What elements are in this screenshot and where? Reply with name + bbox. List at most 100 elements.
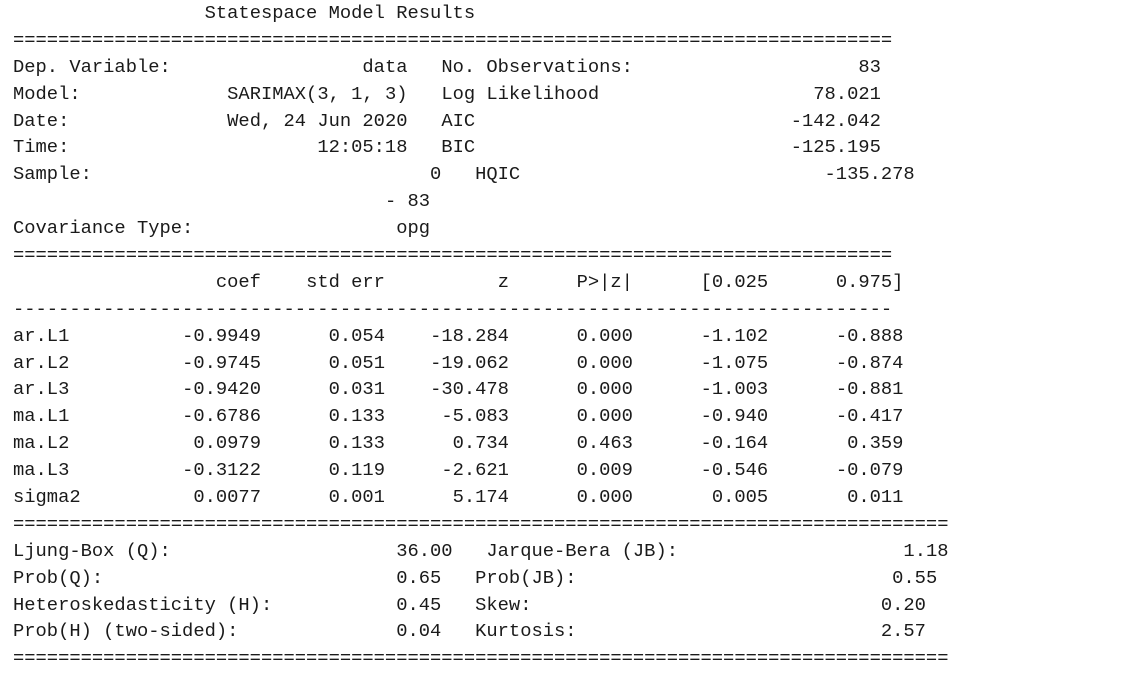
spacer	[633, 325, 701, 347]
cell: -0.881	[835, 378, 904, 401]
spacer	[768, 486, 847, 508]
cell: 0.133	[328, 432, 385, 455]
spacer	[633, 378, 701, 400]
info-label: AIC	[441, 109, 476, 132]
spacer	[103, 567, 396, 589]
info-label: Dep. Variable:	[13, 55, 171, 78]
cell: -0.9949	[182, 324, 261, 347]
info-row-6: Covariance Type: opg	[13, 215, 949, 242]
spacer	[261, 325, 329, 347]
info-row-2: Date: Wed, 24 Jun 2020 AIC -142.042	[13, 108, 949, 135]
spacer	[171, 540, 396, 562]
spacer	[633, 56, 858, 78]
spacer	[509, 459, 577, 481]
cell: -0.874	[835, 351, 904, 374]
spacer	[69, 378, 182, 400]
info-row-5: - 83	[13, 188, 949, 215]
diag-label: Prob(H) (two-sided):	[13, 620, 239, 643]
spacer	[13, 271, 216, 293]
spacer	[261, 432, 329, 454]
spacer	[385, 459, 441, 481]
spacer	[261, 405, 329, 427]
spacer	[385, 486, 453, 508]
cell: -19.062	[430, 351, 509, 374]
table-row: ma.L1 -0.6786 0.133 -5.083 0.000 -0.940 …	[13, 403, 949, 430]
cell: 0.005	[711, 486, 769, 509]
spacer	[520, 163, 824, 185]
spacer	[633, 432, 701, 454]
cell: 5.174	[452, 486, 509, 509]
spacer	[193, 217, 396, 239]
cell: -0.9745	[182, 351, 261, 374]
cell: 0.011	[847, 486, 904, 509]
spacer	[633, 486, 712, 508]
table-row: ma.L2 0.0979 0.133 0.734 0.463 -0.164 0.…	[13, 430, 949, 457]
param-name: ar.L2	[13, 351, 70, 374]
spacer	[768, 432, 847, 454]
spacer	[69, 405, 182, 427]
cell: -0.417	[835, 405, 904, 428]
diag-value: 2.57	[880, 620, 926, 643]
info-label: Covariance Type:	[13, 217, 194, 240]
single-rule: ----------------------------------------…	[13, 297, 893, 320]
cell: -30.478	[430, 378, 509, 401]
diag-label: Ljung-Box (Q):	[13, 539, 171, 562]
cell: 0.009	[576, 459, 633, 482]
cell: 0.000	[576, 405, 633, 428]
info-value: 78.021	[813, 82, 881, 105]
cell: 0.000	[576, 351, 633, 374]
spacer	[385, 405, 441, 427]
double-rule: ========================================…	[13, 244, 893, 267]
spacer	[531, 594, 880, 616]
diag-value: 1.18	[903, 539, 949, 562]
spacer	[69, 352, 182, 374]
diag-label: Jarque-Bera (JB):	[486, 539, 678, 562]
cell: 0.000	[576, 486, 633, 509]
double-rule: ========================================…	[13, 28, 893, 51]
info-value: 12:05:18	[317, 136, 408, 159]
spacer	[509, 325, 577, 347]
param-name: ma.L3	[13, 459, 70, 482]
info-value: 83	[858, 55, 881, 78]
spacer	[768, 405, 836, 427]
spacer	[633, 271, 701, 293]
info-label: Log Likelihood	[441, 82, 600, 105]
spacer	[238, 620, 396, 642]
cell: -0.888	[835, 324, 904, 347]
coef-header: coef	[215, 270, 261, 293]
spacer	[69, 136, 317, 158]
spacer	[509, 378, 577, 400]
diag-label: Kurtosis:	[475, 620, 577, 643]
spacer	[13, 2, 205, 24]
spacer	[92, 163, 430, 185]
diag-value: 0.65	[396, 566, 442, 589]
cell: 0.119	[328, 459, 385, 482]
coef-header: std err	[306, 270, 385, 293]
cell: -0.546	[700, 459, 769, 482]
cell: -0.164	[700, 432, 769, 455]
cell: -1.075	[700, 351, 769, 374]
report-title: Statespace Model Results	[204, 2, 476, 24]
diag-row-2: Heteroskedasticity (H): 0.45 Skew: 0.20	[13, 592, 949, 619]
spacer	[768, 352, 836, 374]
spacer	[633, 405, 701, 427]
coef-header: [0.025	[700, 270, 769, 293]
spacer	[385, 325, 430, 347]
info-row-4: Sample: 0 HQIC -135.278	[13, 161, 949, 188]
cell: 0.0077	[193, 486, 261, 509]
info-value: SARIMAX(3, 1, 3)	[227, 82, 408, 105]
info-label: BIC	[441, 136, 476, 159]
diag-label: Skew:	[475, 593, 532, 616]
coef-header: 0.975]	[835, 270, 904, 293]
cell: 0.031	[328, 378, 385, 401]
spacer	[768, 378, 836, 400]
spacer	[69, 110, 227, 132]
diag-row-3: Prob(H) (two-sided): 0.04 Kurtosis: 2.57	[13, 618, 949, 645]
param-name: ma.L2	[13, 432, 70, 455]
cell: 0.359	[847, 432, 904, 455]
cell: 0.001	[328, 486, 385, 509]
double-rule-wide: ========================================…	[13, 647, 949, 670]
spacer	[81, 83, 228, 105]
table-row: ar.L1 -0.9949 0.054 -18.284 0.000 -1.102…	[13, 323, 949, 350]
info-value: 0	[430, 163, 442, 186]
